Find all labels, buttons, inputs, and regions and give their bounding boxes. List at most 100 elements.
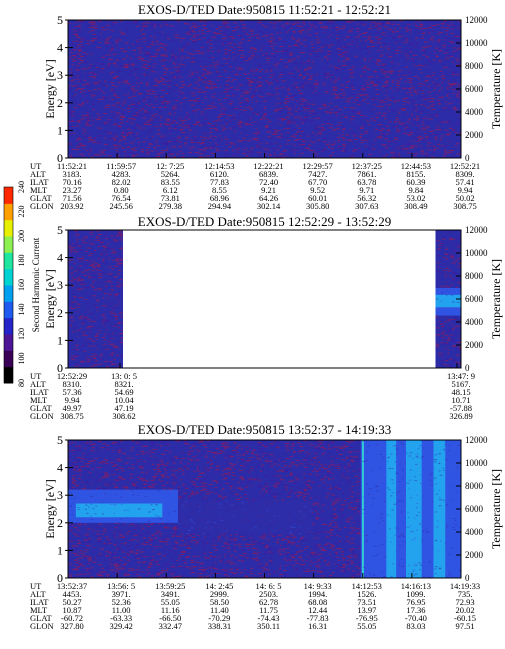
noise-pixel — [102, 84, 106, 86]
noise-pixel — [313, 56, 317, 58]
noise-pixel — [111, 147, 113, 149]
noise-pixel — [289, 143, 291, 145]
noise-pixel — [142, 128, 144, 130]
noise-pixel — [202, 52, 204, 54]
noise-pixel — [145, 93, 149, 95]
noise-pixel — [203, 91, 207, 93]
noise-pixel — [209, 81, 213, 83]
noise-pixel — [92, 101, 94, 102]
noise-pixel — [168, 113, 172, 115]
noise-pixel — [441, 121, 445, 123]
noise-pixel — [330, 111, 333, 113]
noise-pixel — [214, 136, 217, 138]
noise-pixel — [147, 93, 150, 95]
noise-pixel — [234, 118, 236, 120]
noise-pixel — [341, 134, 344, 136]
noise-pixel — [258, 84, 263, 86]
noise-pixel — [251, 101, 253, 103]
noise-pixel — [199, 143, 203, 145]
noise-pixel — [459, 257, 461, 259]
noise-pixel — [452, 255, 455, 257]
noise-pixel — [168, 127, 172, 129]
noise-pixel — [362, 33, 366, 34]
noise-pixel — [444, 252, 447, 254]
noise-pixel — [279, 133, 283, 135]
noise-pixel — [95, 344, 98, 346]
noise-pixel — [394, 122, 396, 123]
noise-pixel — [451, 238, 454, 240]
noise-pixel — [195, 61, 198, 62]
noise-pixel — [346, 61, 349, 63]
noise-pixel — [252, 50, 254, 52]
noise-pixel — [368, 79, 370, 81]
noise-pixel — [167, 124, 171, 126]
noise-pixel — [157, 25, 160, 27]
noise-pixel — [334, 28, 338, 30]
noise-pixel — [438, 103, 441, 104]
noise-pixel — [256, 85, 259, 86]
noise-pixel — [77, 120, 80, 121]
noise-pixel — [232, 137, 236, 139]
noise-pixel — [449, 84, 452, 86]
noise-pixel — [187, 43, 190, 45]
noise-pixel — [391, 60, 395, 62]
noise-pixel — [316, 73, 318, 75]
noise-pixel — [257, 133, 260, 135]
noise-pixel — [381, 64, 384, 66]
noise-pixel — [143, 67, 146, 69]
table-cell: 72.40 — [259, 177, 278, 187]
noise-pixel — [332, 27, 336, 29]
noise-pixel — [127, 93, 129, 95]
noise-pixel — [214, 129, 218, 131]
noise-pixel — [148, 53, 151, 55]
noise-pixel — [259, 92, 264, 94]
noise-pixel — [227, 85, 229, 87]
noise-pixel — [144, 25, 148, 27]
noise-pixel — [101, 290, 103, 292]
noise-pixel — [408, 79, 412, 81]
noise-pixel — [252, 56, 255, 58]
noise-pixel — [97, 155, 101, 157]
noise-pixel — [287, 123, 291, 125]
noise-pixel — [78, 306, 80, 308]
noise-pixel — [205, 87, 210, 89]
noise-pixel — [429, 119, 430, 121]
noise-pixel — [415, 25, 417, 27]
noise-pixel — [88, 320, 91, 322]
noise-pixel — [386, 144, 391, 146]
noise-pixel — [400, 73, 403, 75]
noise-pixel — [340, 48, 342, 50]
noise-pixel — [211, 124, 214, 126]
noise-pixel — [374, 139, 377, 141]
noise-pixel — [222, 58, 227, 60]
panel-title: EXOS-D/TED Date:950815 12:52:29 - 13:52:… — [138, 214, 391, 229]
noise-pixel — [281, 80, 286, 82]
noise-pixel — [71, 42, 75, 44]
noise-pixel — [315, 129, 319, 131]
noise-pixel — [417, 40, 419, 42]
data-segment — [68, 20, 461, 158]
noise-pixel — [134, 115, 137, 117]
noise-pixel — [302, 140, 304, 142]
noise-pixel — [129, 131, 133, 133]
noise-pixel — [238, 35, 241, 37]
noise-pixel — [427, 149, 430, 151]
table-cell: 11:52:21 — [57, 161, 87, 171]
noise-pixel — [100, 99, 103, 101]
noise-pixel — [305, 31, 308, 33]
noise-pixel — [370, 39, 374, 41]
noise-pixel — [413, 118, 416, 120]
noise-pixel — [265, 125, 268, 127]
noise-pixel — [145, 52, 148, 54]
noise-pixel — [394, 142, 398, 144]
noise-pixel — [250, 71, 252, 73]
table-cell: 76.54 — [112, 193, 132, 203]
noise-pixel — [101, 300, 103, 301]
noise-pixel — [233, 54, 238, 56]
noise-pixel — [107, 343, 109, 345]
noise-pixel — [454, 319, 459, 321]
noise-pixel — [455, 238, 459, 240]
noise-pixel — [266, 24, 271, 26]
noise-pixel — [195, 39, 198, 41]
noise-pixel — [233, 482, 236, 484]
